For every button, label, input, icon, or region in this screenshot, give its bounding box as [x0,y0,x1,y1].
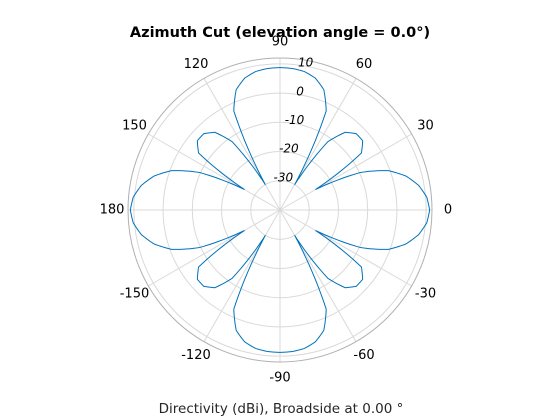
grid-spoke [279,209,412,287]
grid-spoke [148,209,281,287]
radial-tick-label: -10 [285,113,305,127]
outer-circle [127,57,433,363]
angle-tick-label: 180 [100,203,125,218]
grid-spoke [279,209,357,342]
angle-tick-label: 60 [356,57,373,72]
x-axis-label: Directivity (dBi), Broadside at 0.00 ° [159,401,404,417]
radial-tick-label: 0 [296,84,304,98]
angle-tick-label: -30 [415,287,436,302]
radial-tick-label: -30 [273,170,293,184]
angle-tick-label: -150 [120,287,150,302]
angle-tick-label: 30 [417,119,434,134]
pattern-series [129,67,431,353]
grid-spoke [279,78,357,211]
radial-tick-label: 10 [298,56,314,70]
angle-tick-label: -90 [269,371,290,386]
angle-tick-label: 0 [444,203,452,218]
angle-tick-label: 150 [122,119,147,134]
series-line [129,67,431,353]
radial-tick-labels: -30 -20 -10 0 10 [273,56,313,185]
angle-tick-label: -60 [353,348,374,363]
radial-tick-label: -20 [279,142,299,156]
angle-tick-label: -120 [181,348,211,363]
grid-spoke [203,209,281,342]
angle-tick-label: 120 [184,57,209,72]
polar-grid [127,57,433,363]
angle-tick-labels: 0 30 60 90 120 150 180 -150 -120 -90 -60 -30 [100,35,453,386]
chart-title: Azimuth Cut (elevation angle = 0.0°) [130,25,430,41]
angle-tick-label: 90 [272,35,289,50]
grid-spoke [148,133,281,211]
grid-spoke [203,78,281,211]
grid-spoke [279,133,412,211]
